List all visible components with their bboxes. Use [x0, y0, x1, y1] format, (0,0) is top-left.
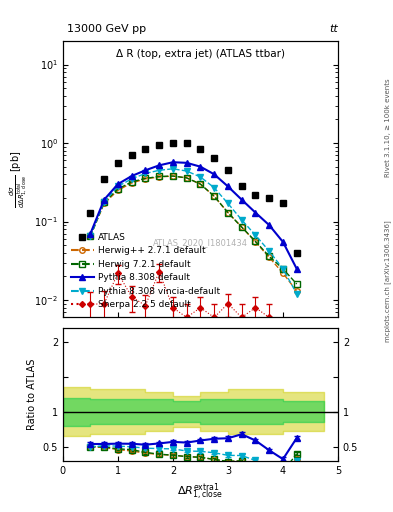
Pythia 8.308 vincia-default	[267, 248, 272, 254]
Pythia 8.308 default	[294, 266, 299, 272]
X-axis label: $\Delta R_{1,\mathrm{close}}^{\mathrm{extra1}}$: $\Delta R_{1,\mathrm{close}}^{\mathrm{ex…	[178, 481, 223, 502]
Herwig++ 2.7.1 default	[281, 270, 285, 276]
Herwig 7.2.1 default	[239, 224, 244, 230]
ATLAS	[171, 140, 175, 146]
Herwig++ 2.7.1 default	[143, 176, 148, 182]
Pythia 8.308 vincia-default	[157, 167, 162, 174]
Herwig++ 2.7.1 default	[171, 173, 175, 179]
Herwig 7.2.1 default	[171, 173, 175, 179]
Herwig++ 2.7.1 default	[129, 180, 134, 186]
Pythia 8.308 default	[157, 162, 162, 168]
Pythia 8.308 default	[267, 222, 272, 228]
Pythia 8.308 vincia-default	[116, 183, 120, 189]
Herwig++ 2.7.1 default	[102, 200, 107, 206]
Pythia 8.308 vincia-default	[102, 199, 107, 205]
Line: ATLAS: ATLAS	[87, 140, 300, 256]
ATLAS	[184, 140, 189, 146]
Herwig++ 2.7.1 default	[267, 254, 272, 261]
Herwig 7.2.1 default	[212, 193, 217, 199]
Pythia 8.308 vincia-default	[171, 166, 175, 172]
Pythia 8.308 vincia-default	[253, 232, 258, 238]
Herwig 7.2.1 default	[184, 175, 189, 181]
Herwig++ 2.7.1 default	[88, 233, 93, 239]
Pythia 8.308 vincia-default	[226, 200, 230, 206]
Pythia 8.308 default	[88, 230, 93, 237]
Pythia 8.308 default	[102, 197, 107, 203]
Pythia 8.308 default	[239, 197, 244, 203]
Pythia 8.308 default	[212, 171, 217, 177]
Pythia 8.308 vincia-default	[212, 185, 217, 191]
Text: Δ R (top, extra jet) (ATLAS ttbar): Δ R (top, extra jet) (ATLAS ttbar)	[116, 49, 285, 59]
Pythia 8.308 default	[171, 159, 175, 165]
Pythia 8.308 default	[184, 160, 189, 166]
Herwig++ 2.7.1 default	[184, 175, 189, 181]
Herwig 7.2.1 default	[116, 186, 120, 192]
ATLAS	[239, 183, 244, 189]
Herwig 7.2.1 default	[294, 281, 299, 287]
Herwig 7.2.1 default	[281, 266, 285, 272]
Herwig 7.2.1 default	[129, 179, 134, 185]
Herwig 7.2.1 default	[88, 233, 93, 239]
ATLAS	[281, 200, 285, 206]
Herwig 7.2.1 default	[157, 174, 162, 180]
Pythia 8.308 default	[143, 167, 148, 174]
ATLAS	[253, 191, 258, 198]
Text: mcplots.cern.ch [arXiv:1306.3436]: mcplots.cern.ch [arXiv:1306.3436]	[384, 221, 391, 343]
Herwig 7.2.1 default	[143, 175, 148, 181]
Herwig 7.2.1 default	[198, 181, 203, 187]
ATLAS	[143, 145, 148, 152]
ATLAS	[116, 160, 120, 166]
Herwig++ 2.7.1 default	[253, 239, 258, 245]
Herwig++ 2.7.1 default	[226, 209, 230, 216]
ATLAS	[212, 155, 217, 161]
ATLAS	[129, 152, 134, 158]
Herwig++ 2.7.1 default	[198, 181, 203, 187]
ATLAS	[157, 142, 162, 148]
ATLAS	[294, 250, 299, 256]
Text: ATLAS_2020_I1801434: ATLAS_2020_I1801434	[153, 238, 248, 247]
Herwig++ 2.7.1 default	[116, 187, 120, 194]
Pythia 8.308 default	[281, 239, 285, 245]
Pythia 8.308 default	[253, 209, 258, 216]
ATLAS	[102, 176, 107, 182]
Text: tt: tt	[329, 24, 338, 34]
Y-axis label: $\frac{d\sigma}{d\Delta R_{1,\mathrm{close}}^{\mathrm{total}}}$ [pb]: $\frac{d\sigma}{d\Delta R_{1,\mathrm{clo…	[7, 151, 29, 208]
Herwig++ 2.7.1 default	[157, 174, 162, 180]
Herwig++ 2.7.1 default	[294, 288, 299, 294]
Text: Rivet 3.1.10, ≥ 100k events: Rivet 3.1.10, ≥ 100k events	[385, 79, 391, 177]
Y-axis label: Ratio to ATLAS: Ratio to ATLAS	[27, 358, 37, 430]
Line: Herwig++ 2.7.1 default: Herwig++ 2.7.1 default	[88, 173, 299, 294]
ATLAS	[198, 145, 203, 152]
Herwig 7.2.1 default	[102, 199, 107, 205]
Pythia 8.308 default	[129, 173, 134, 179]
Text: 13000 GeV pp: 13000 GeV pp	[67, 24, 146, 34]
Pythia 8.308 vincia-default	[198, 174, 203, 180]
Line: Pythia 8.308 vincia-default: Pythia 8.308 vincia-default	[88, 166, 299, 296]
Pythia 8.308 vincia-default	[143, 170, 148, 177]
ATLAS	[88, 209, 93, 216]
Pythia 8.308 vincia-default	[239, 217, 244, 223]
Legend: ATLAS, Herwig++ 2.7.1 default, Herwig 7.2.1 default, Pythia 8.308 default, Pythi: ATLAS, Herwig++ 2.7.1 default, Herwig 7.…	[67, 229, 224, 313]
Herwig 7.2.1 default	[253, 238, 258, 244]
Pythia 8.308 default	[226, 183, 230, 189]
Pythia 8.308 default	[198, 164, 203, 170]
Herwig 7.2.1 default	[226, 209, 230, 216]
Pythia 8.308 vincia-default	[88, 233, 93, 239]
Herwig++ 2.7.1 default	[239, 224, 244, 230]
ATLAS	[226, 167, 230, 174]
Pythia 8.308 vincia-default	[184, 168, 189, 174]
Pythia 8.308 vincia-default	[294, 291, 299, 297]
Line: Herwig 7.2.1 default: Herwig 7.2.1 default	[88, 173, 299, 287]
Pythia 8.308 default	[116, 181, 120, 187]
Line: Pythia 8.308 default: Pythia 8.308 default	[87, 159, 300, 272]
Herwig 7.2.1 default	[267, 253, 272, 260]
Pythia 8.308 vincia-default	[129, 176, 134, 182]
ATLAS	[267, 195, 272, 201]
Herwig++ 2.7.1 default	[212, 193, 217, 199]
Pythia 8.308 vincia-default	[281, 266, 285, 272]
